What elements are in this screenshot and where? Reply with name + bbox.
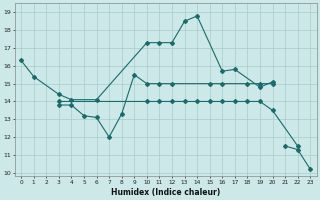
- X-axis label: Humidex (Indice chaleur): Humidex (Indice chaleur): [111, 188, 220, 197]
